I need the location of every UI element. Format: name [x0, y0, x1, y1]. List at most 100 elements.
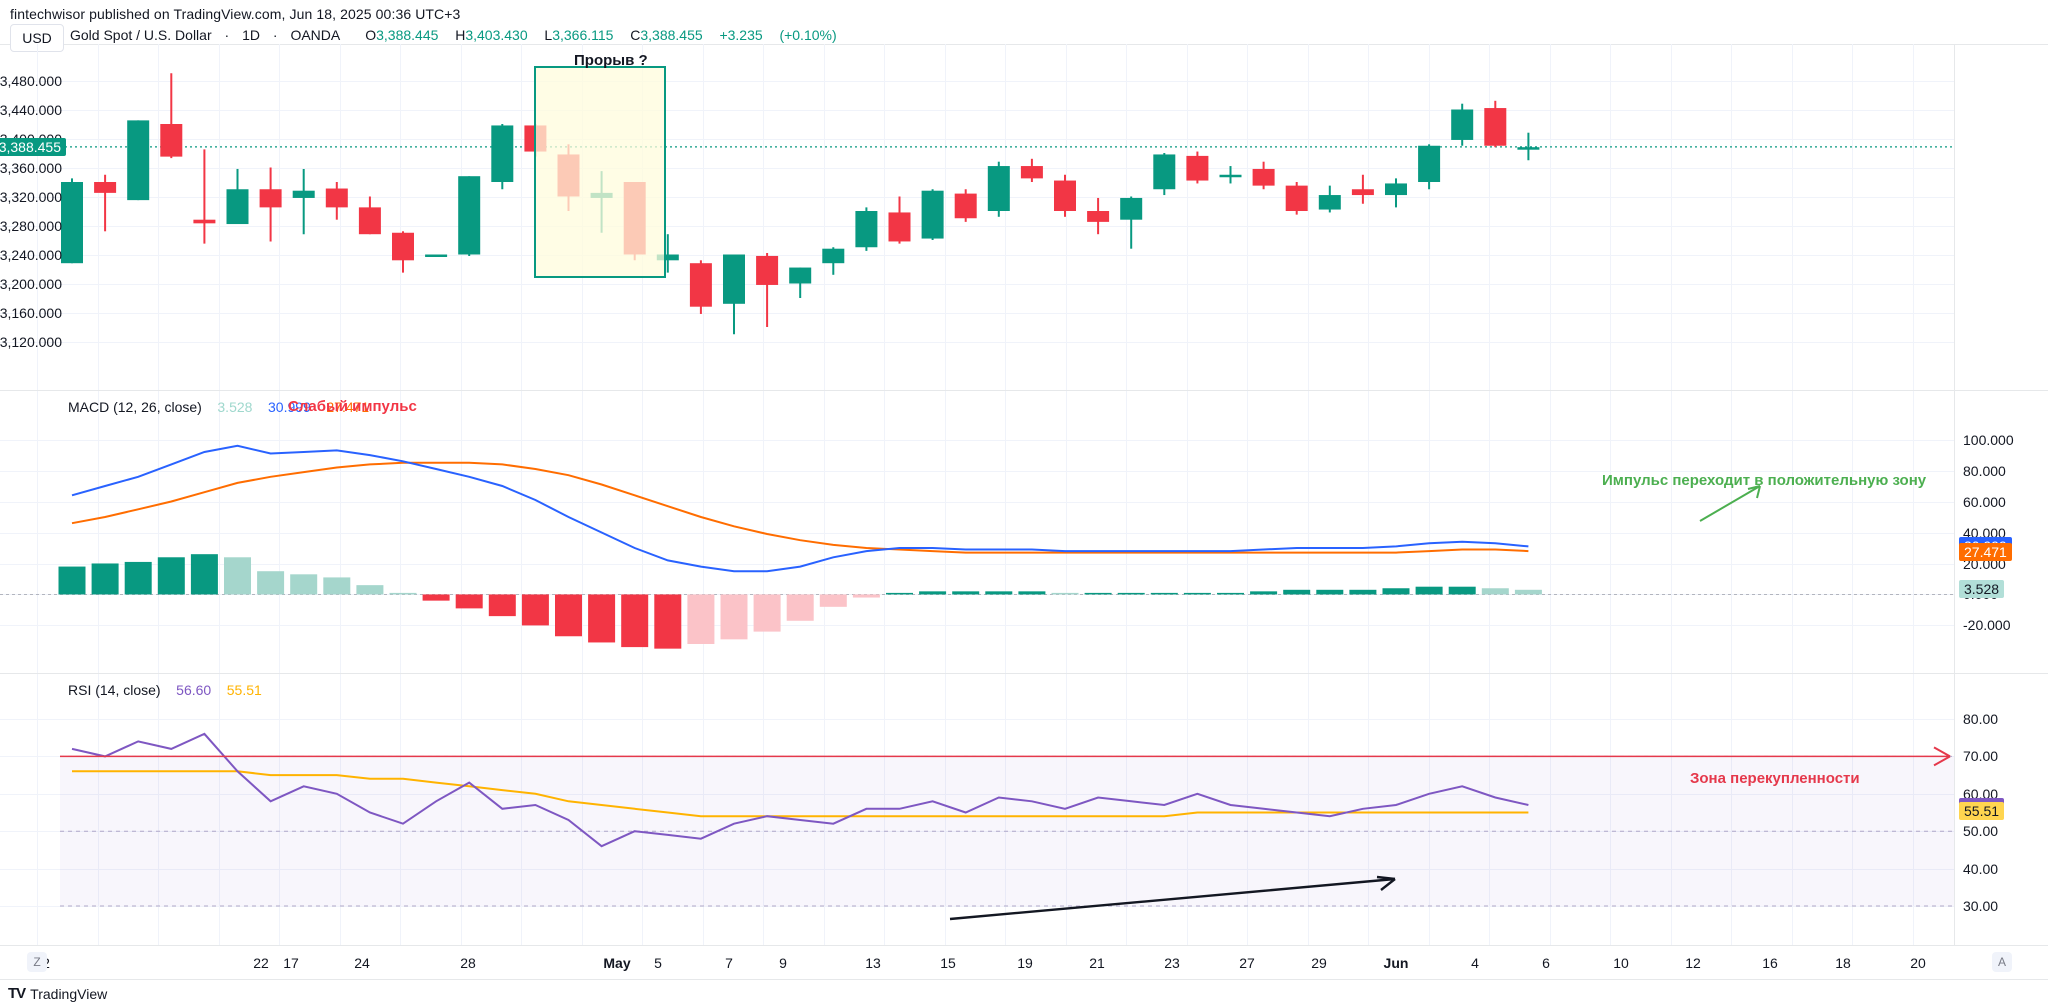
- rsi-legend[interactable]: RSI (14, close) 56.60 55.51: [68, 682, 262, 698]
- time-axis-label[interactable]: 13: [865, 955, 881, 971]
- rsi-vgridline: [158, 674, 159, 946]
- macd-line-legend-value: 30.999: [268, 399, 311, 415]
- price-vgridline: [279, 44, 280, 390]
- rsi-vgridline: [884, 674, 885, 946]
- price-vgridline: [884, 44, 885, 390]
- time-axis-label[interactable]: 23: [1164, 955, 1180, 971]
- macd-axis-tick: 40.000: [1963, 524, 2006, 541]
- price-vgridline: [97, 44, 99, 390]
- time-axis-label[interactable]: 16: [1762, 955, 1778, 971]
- rsi-vgridline: [97, 674, 99, 946]
- macd-legend[interactable]: MACD (12, 26, close) 3.528 30.999 27.471: [68, 399, 369, 415]
- price-vgridline: [158, 44, 159, 390]
- time-axis-label[interactable]: 10: [1613, 955, 1629, 971]
- candlestick: [1153, 153, 1176, 196]
- macd-gridline: [0, 594, 1955, 596]
- annotation-positive-zone: Импульс переходит в положительную зону: [1602, 472, 1927, 489]
- candlestick: [987, 161, 1010, 217]
- macd-vgridline: [702, 391, 704, 674]
- candlestick: [458, 176, 481, 256]
- price-axis-tick: 3,480.000: [0, 72, 62, 89]
- macd-vgridline: [642, 391, 643, 674]
- time-axis-left-pill[interactable]: Z: [27, 952, 47, 972]
- macd-histogram-bar: [1250, 591, 1278, 595]
- time-axis-label[interactable]: 24: [354, 955, 370, 971]
- macd-vgridline: [1610, 391, 1611, 674]
- rsi-vgridline: [1489, 674, 1490, 946]
- macd-axis[interactable]: 100.00080.00060.00040.00020.0000.000-20.…: [1954, 391, 2048, 674]
- time-axis-label[interactable]: May: [603, 955, 631, 971]
- time-axis-right-pill[interactable]: A: [1992, 952, 2012, 972]
- macd-gridline: [0, 501, 1955, 503]
- time-axis-label[interactable]: 21: [1089, 955, 1105, 971]
- time-axis-label[interactable]: 4: [1471, 955, 1479, 971]
- macd-histogram-bar: [1349, 589, 1377, 595]
- price-vgridline: [1549, 44, 1551, 390]
- rsi-vgridline: [218, 674, 220, 946]
- price-axis-tick: 3,320.000: [0, 188, 62, 205]
- time-axis-label[interactable]: 19: [1017, 955, 1033, 971]
- time-axis-label[interactable]: Jun: [1383, 955, 1409, 971]
- macd-histogram-bar: [224, 557, 251, 595]
- rsi-gridline: [0, 719, 1955, 720]
- macd-histogram-bar: [852, 594, 880, 598]
- time-axis[interactable]: 217222428May57913151921232729Jun46101216…: [0, 945, 2048, 980]
- signal-value-pill[interactable]: 27.471: [1959, 542, 2012, 561]
- candlestick: [1385, 178, 1407, 208]
- macd-axis-tick: 80.000: [1963, 462, 2006, 479]
- macd-legend-name[interactable]: MACD (12, 26, close): [68, 399, 202, 415]
- price-vgridline: [1489, 44, 1490, 390]
- rsi-ma-value-pill[interactable]: 55.51: [1959, 801, 2005, 820]
- macd-vgridline: [944, 391, 946, 674]
- symbol-interval[interactable]: 1D: [242, 27, 260, 43]
- macd-histogram-bar: [1481, 588, 1509, 595]
- price-vgridline: [763, 44, 764, 390]
- rsi-vgridline: [37, 674, 38, 946]
- hist-value-pill[interactable]: 3.528: [1959, 580, 2005, 598]
- macd-histogram-bar: [257, 571, 285, 595]
- price-vgridline: [1307, 44, 1309, 390]
- time-axis-label[interactable]: 12: [1685, 955, 1701, 971]
- rsi-vgridline: [1912, 674, 1914, 946]
- breakout-highlight-box[interactable]: [534, 66, 666, 278]
- macd-histogram-bar: [1150, 592, 1178, 595]
- time-axis-label[interactable]: 18: [1835, 955, 1851, 971]
- symbol-legend[interactable]: Gold Spot / U.S. Dollar · 1D · OANDA O3,…: [70, 27, 837, 43]
- macd-pane[interactable]: MACD (12, 26, close) 3.528 30.999 27.471…: [0, 390, 2048, 674]
- rsi-legend-name[interactable]: RSI (14, close): [68, 682, 161, 698]
- macd-gridline: [0, 563, 1955, 565]
- time-axis-label[interactable]: 9: [779, 955, 787, 971]
- symbol-name[interactable]: Gold Spot / U.S. Dollar: [70, 27, 212, 43]
- macd-histogram-bar: [621, 594, 649, 648]
- candlestick: [789, 267, 812, 298]
- macd-histogram-bar: [455, 594, 483, 609]
- time-axis-label[interactable]: 15: [940, 955, 956, 971]
- time-axis-label[interactable]: 7: [725, 955, 733, 971]
- macd-histogram-bar: [1514, 589, 1542, 595]
- candlestick: [855, 207, 878, 251]
- time-axis-label[interactable]: 28: [460, 955, 476, 971]
- macd-vgridline: [823, 391, 825, 674]
- rsi-axis-tick: 70.00: [1963, 748, 1999, 765]
- time-axis-label[interactable]: 17: [283, 955, 299, 971]
- time-axis-label[interactable]: 5: [654, 955, 662, 971]
- rsi-vgridline: [279, 674, 280, 946]
- price-vgridline: [521, 44, 522, 390]
- price-axis[interactable]: 3,480.0003,440.0003,400.0003,360.0003,32…: [0, 44, 68, 390]
- time-axis-label[interactable]: 6: [1542, 955, 1550, 971]
- macd-plot-area[interactable]: MACD (12, 26, close) 3.528 30.999 27.471…: [0, 391, 1955, 674]
- rsi-pane[interactable]: RSI (14, close) 56.60 55.51 Зона перекуп…: [0, 673, 2048, 946]
- time-axis-label[interactable]: 29: [1311, 955, 1327, 971]
- time-axis-label[interactable]: 22: [253, 955, 269, 971]
- macd-histogram-bar: [1217, 592, 1244, 595]
- time-axis-label[interactable]: 20: [1910, 955, 1926, 971]
- last-price-pill[interactable]: 3,388.455: [0, 137, 66, 156]
- macd-histogram-bar: [786, 594, 814, 621]
- price-gridline: [0, 254, 1955, 256]
- time-axis-label[interactable]: 27: [1239, 955, 1255, 971]
- rsi-plot-area[interactable]: RSI (14, close) 56.60 55.51 Зона перекуп…: [0, 674, 1955, 946]
- macd-histogram-bar: [488, 594, 516, 617]
